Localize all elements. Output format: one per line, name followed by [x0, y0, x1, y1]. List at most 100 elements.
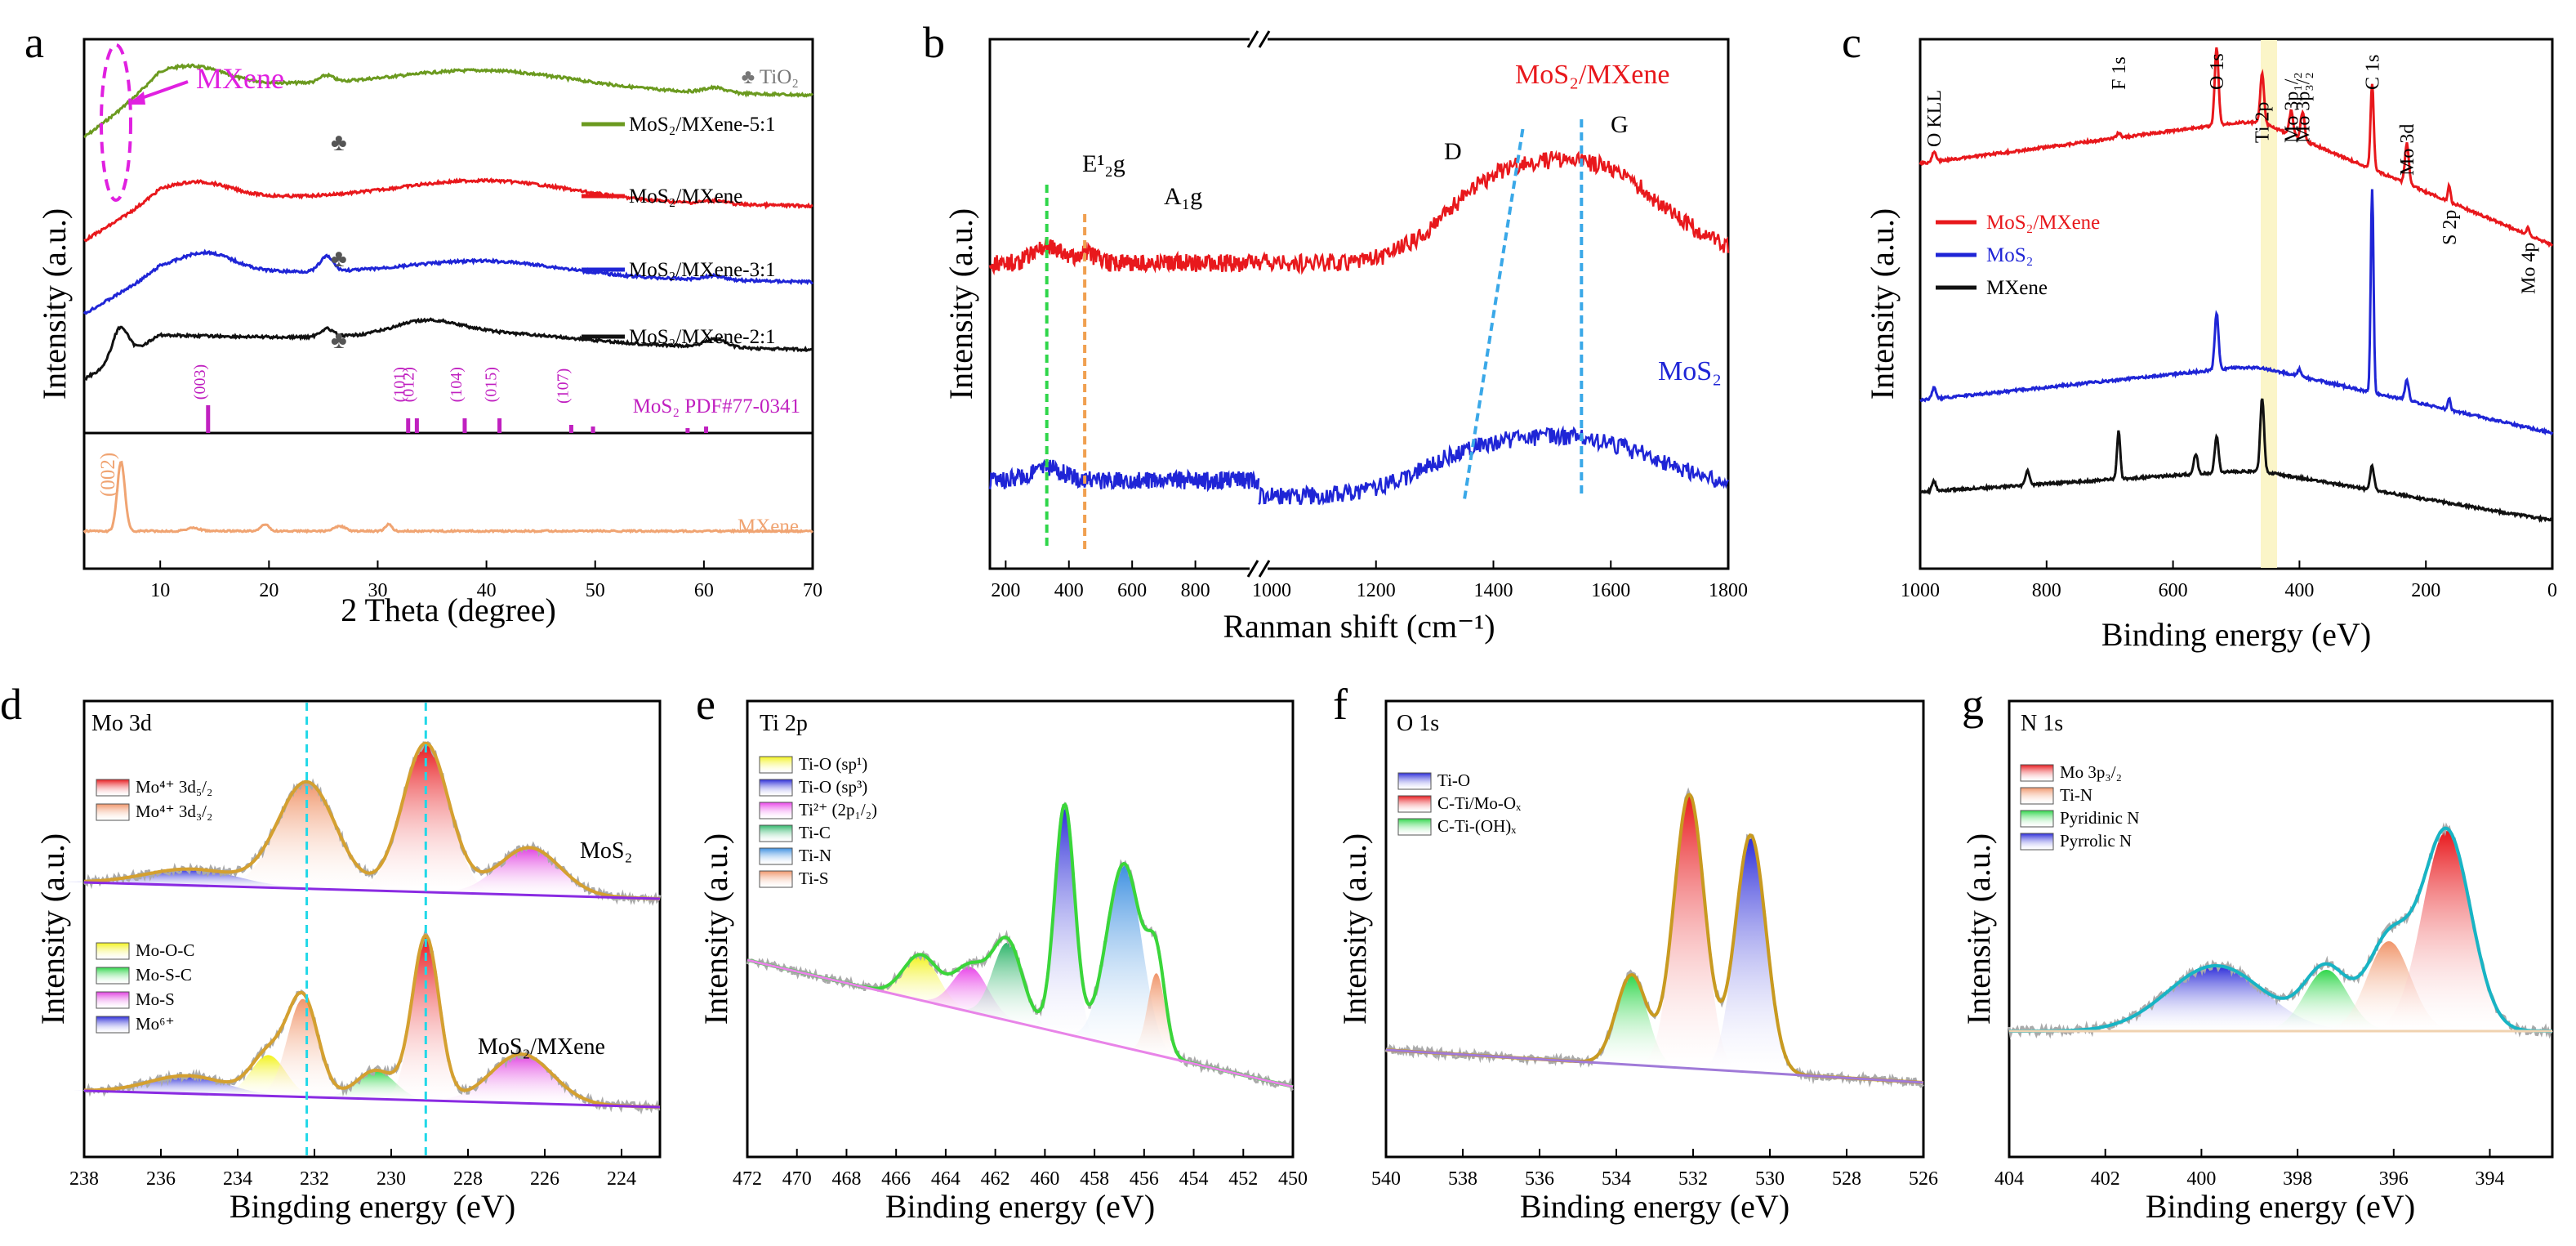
panel-letter-e: e: [696, 680, 715, 729]
panel-d-xlabel: Bingding energy (eV): [230, 1188, 515, 1225]
f-tick-label: 534: [1602, 1168, 1631, 1190]
legend-mos2-mxene-5-1: MoS₂/MXene-5:1: [629, 114, 776, 136]
f-tick-label: 536: [1525, 1168, 1554, 1190]
g-series-component: [2071, 966, 2360, 1031]
panel-d-title: Mo 3d: [91, 711, 152, 736]
d-series-component: [53, 869, 330, 890]
d-tick-label: 230: [377, 1168, 406, 1190]
ref-peak-label: (015): [483, 367, 501, 402]
f-legend-swatch: [1397, 772, 1432, 790]
c-tick-label: 800: [2032, 580, 2061, 601]
c-peak-label: O 1s: [2207, 53, 2228, 90]
g-legend-label: Pyrrolic N: [2060, 831, 2132, 851]
f-legend-label: Ti-O: [1437, 770, 1470, 790]
panel-a-frame: [82, 38, 814, 570]
c-trace-blue: [1919, 189, 2554, 435]
c-peak-label: Mo 3p₁/₂: [2281, 72, 2302, 143]
panel-g-frame: [2008, 699, 2554, 1159]
f-legend-swatch: [1397, 795, 1432, 813]
b-tick-label: 1200: [1357, 580, 1396, 601]
g-tick-label: 396: [2379, 1168, 2409, 1190]
panel-a-reference-peaks: (003) (101)(012) (104) (015) (107): [191, 364, 709, 433]
e-series-component: [1130, 973, 1183, 1061]
d-legend-label: Mo⁴⁺ 3d₅/₂: [136, 777, 212, 797]
d-legend-label: Mo-S: [136, 989, 175, 1009]
panel-b-x-ticks: 200 400 600 800 1000 1200 1400 1600 1800: [991, 560, 1748, 601]
d-legend-swatch: [96, 779, 130, 797]
panel-c-peak-labels: O KLL F 1s O 1s Ti 2p Mo 3p₁/₂Mo 3p₃/₂ C 1s Mo…: [1924, 53, 2540, 294]
g-tick-label: 400: [2186, 1168, 2216, 1190]
d-tick-label: 236: [146, 1168, 176, 1190]
a-tick-label: 60: [694, 580, 714, 601]
f-tick-label: 532: [1678, 1168, 1708, 1190]
b-tick-label: 600: [1117, 580, 1147, 601]
ref-peak-label: (107): [554, 368, 572, 404]
tio2-club-1: ♣: [331, 129, 347, 156]
e-legend-swatch: [759, 824, 793, 842]
e-tick-label: 470: [782, 1168, 812, 1190]
label-d: D: [1444, 138, 1462, 165]
tio2-club-3: ♣: [331, 327, 347, 354]
label-b-mos2: MoS₂: [1658, 356, 1722, 386]
d-series-component: [437, 847, 622, 897]
panel-g-xlabel: Binding energy (eV): [2146, 1188, 2415, 1225]
d-series-component: [385, 936, 466, 1100]
d-series-component: [256, 998, 350, 1097]
e-legend-label: Ti-O (sp³): [799, 777, 867, 797]
b-trace-red-left: [988, 237, 1260, 276]
d-baseline-bottom: [83, 1089, 661, 1109]
g-legend-label: Pyridinic N: [2060, 808, 2139, 828]
b-tick-label: 1600: [1591, 580, 1630, 601]
e-tick-label: 458: [1080, 1168, 1109, 1190]
b-trace-blue-right: [1258, 425, 1730, 506]
panel-a-xlabel: 2 Theta (degree): [341, 592, 556, 628]
e-legend-label: Ti²⁺ (2p₁/₂): [799, 800, 877, 820]
b-trace-red-right: [1257, 150, 1730, 275]
panel-f-ylabel: Intensity (a.u.): [1336, 833, 1373, 1025]
d-legend-swatch: [96, 1016, 130, 1034]
label-g: G: [1611, 111, 1629, 138]
panel-f-x-ticks: 540 538 536 534 532 530 528 526: [1371, 1149, 1938, 1190]
d-legend-swatch: [96, 967, 130, 985]
d-series-component: [430, 1054, 614, 1105]
b-trace-blue-left: [988, 458, 1260, 493]
panel-e-xlabel: Binding energy (eV): [885, 1188, 1155, 1225]
e-tick-label: 466: [881, 1168, 911, 1190]
c-trace-black: [1919, 398, 2554, 524]
panel-f-xlabel: Binding energy (eV): [1520, 1188, 1789, 1225]
a-tick-label: 10: [150, 580, 170, 601]
d-tick-label: 232: [300, 1168, 329, 1190]
ref-peak-label: (104): [448, 367, 466, 402]
panel-d-legend: Mo⁴⁺ 3d₅/₂ Mo⁴⁺ 3d₃/₂ Mo-O-C Mo-S-C Mo-S Mo⁶⁺: [96, 777, 212, 1034]
a-trace-MoS2/MXene-5:1: [83, 63, 813, 139]
panel-letter-a: a: [25, 18, 44, 67]
panel-c: c 1000 800 600 400 200 0 O KLL F 1s O 1s Ti 2p Mo…: [1842, 18, 2557, 653]
b-tick-label: 1800: [1709, 580, 1748, 601]
d-tick-label: 238: [69, 1168, 99, 1190]
c-peak-label: F 1s: [2109, 56, 2130, 90]
panel-d-series: [53, 703, 662, 1155]
panel-letter-f: f: [1333, 680, 1348, 729]
axis-break-bottom-2: [1258, 560, 1271, 578]
panel-g-ylabel: Intensity (a.u.): [1960, 833, 1997, 1025]
panel-c-ylabel: Intensity (a.u.): [1864, 208, 1901, 400]
f-legend-label: C-Ti-(OH)ₓ: [1437, 816, 1517, 836]
e-tick-label: 456: [1130, 1168, 1159, 1190]
panel-d-x-ticks: 238 236 234 232 230 228 226 224: [69, 1149, 636, 1190]
panel-g-series: [2008, 822, 2553, 1040]
a-tick-label: 50: [586, 580, 605, 601]
f-legend-swatch: [1397, 818, 1432, 836]
e-legend-label: Ti-S: [799, 869, 829, 888]
panel-b-xlabel: Ranman shift (cm⁻¹): [1223, 608, 1495, 645]
f-series-component: [1642, 794, 1736, 1069]
e-legend-swatch: [759, 779, 793, 797]
panel-c-series: [1919, 47, 2554, 524]
d-baseline-top: [83, 881, 661, 900]
f-tick-label: 526: [1909, 1168, 1938, 1190]
label-b-mos2-mxene: MoS₂/MXene: [1515, 60, 1669, 90]
panel-e-frame: [746, 699, 1295, 1159]
legend-mos2-mxene-2-1: MoS₂/MXene-2:1: [629, 326, 776, 348]
g-series-envelope: [2009, 826, 2552, 1033]
mxene-002-label: (002): [97, 453, 119, 497]
panel-letter-g: g: [1962, 680, 1984, 729]
